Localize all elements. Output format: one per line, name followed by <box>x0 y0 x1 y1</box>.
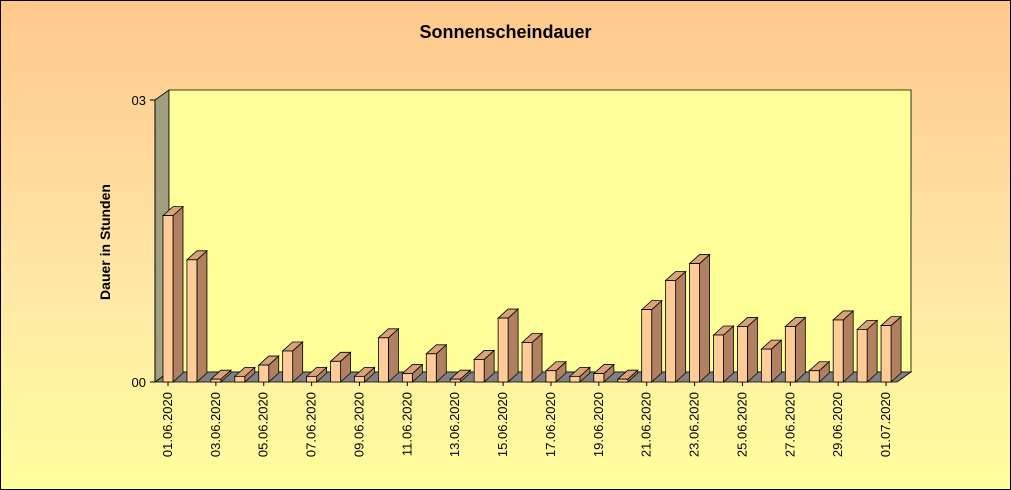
bar-front <box>258 364 270 383</box>
bar <box>185 249 208 383</box>
bar-front <box>354 375 365 383</box>
bar-front <box>186 259 198 383</box>
bar-front <box>545 370 557 383</box>
bar-side <box>196 249 208 383</box>
bar-front <box>593 373 605 383</box>
bar-front <box>784 326 796 383</box>
bar-front <box>521 342 533 383</box>
bars-group <box>161 205 903 383</box>
bar-front <box>449 378 461 383</box>
bar-front <box>569 375 581 383</box>
bar-side <box>699 253 710 383</box>
bar <box>209 369 232 383</box>
bar-front <box>401 373 413 383</box>
bar-front <box>378 337 389 383</box>
x-tick-label: 03.06.2020 <box>208 392 223 457</box>
bar-side <box>675 270 687 383</box>
x-tick-label: 19.06.2020 <box>591 392 606 457</box>
x-tick-label: 11.06.2020 <box>399 392 414 456</box>
x-tick-label: 21.06.2020 <box>639 392 654 457</box>
bar <box>281 341 304 383</box>
bar-side <box>866 319 878 383</box>
bar <box>425 343 448 383</box>
bar <box>880 315 903 383</box>
x-tick-label: 01.06.2020 <box>160 392 175 457</box>
y-axis-label: Dauer in Stunden <box>97 184 113 300</box>
bar-front <box>689 263 700 383</box>
y-ticks: 00 03 <box>132 93 155 390</box>
bar <box>760 339 783 383</box>
x-tick-label: 05.06.2020 <box>256 392 271 457</box>
bar-front <box>497 317 509 383</box>
bar <box>640 299 663 383</box>
x-tick-label: 17.06.2020 <box>543 392 558 457</box>
bar <box>257 355 280 383</box>
bar <box>497 308 520 383</box>
bar-front <box>210 378 222 383</box>
bar-front <box>713 334 724 383</box>
bar-side <box>507 308 519 383</box>
bar-side <box>890 315 902 383</box>
bar <box>568 366 591 383</box>
bar <box>449 369 472 383</box>
bar <box>353 366 376 383</box>
x-tick-label: 01.07.2020 <box>878 392 893 457</box>
bar <box>473 349 496 383</box>
bar-front <box>808 370 820 383</box>
bar-side <box>842 310 854 383</box>
bar-side <box>651 299 663 383</box>
bar-front <box>425 353 437 383</box>
bar <box>784 316 807 383</box>
bar <box>664 270 687 383</box>
bar <box>688 253 711 383</box>
bar-side <box>172 205 184 383</box>
bar <box>736 316 759 383</box>
bar-front <box>737 326 748 383</box>
bar <box>616 369 639 383</box>
bar-front <box>473 359 485 383</box>
y-tick-label: 00 <box>132 375 146 390</box>
x-tick-label: 29.06.2020 <box>830 392 845 457</box>
bar-front <box>234 375 246 383</box>
bar-side <box>747 316 758 383</box>
bar <box>520 332 544 383</box>
bar <box>592 363 615 383</box>
bar <box>329 351 352 383</box>
x-tick-label: 23.06.2020 <box>687 392 702 457</box>
bar-front <box>832 319 844 383</box>
bar-front <box>760 348 772 383</box>
x-tick-label: 25.06.2020 <box>734 392 749 457</box>
bar <box>233 366 256 383</box>
x-tick-label: 07.06.2020 <box>304 392 319 457</box>
x-tick-label: 27.06.2020 <box>782 392 797 457</box>
chart-title: Sonnenscheindauer <box>419 22 592 42</box>
bar-front <box>641 309 653 383</box>
bar-front <box>617 378 629 383</box>
x-tick-label: 15.06.2020 <box>495 392 510 457</box>
x-ticks: 01.06.2020 03.06.2020 05.06.2020 07.06.2020… <box>160 382 893 457</box>
x-tick-label: 13.06.2020 <box>447 392 462 457</box>
bar <box>712 325 735 383</box>
bar-front <box>665 280 677 383</box>
bar <box>856 319 879 383</box>
bar-side <box>723 325 734 383</box>
bar <box>544 360 568 383</box>
bar-front <box>330 360 341 383</box>
bar-front <box>880 325 892 383</box>
bar <box>161 205 185 383</box>
bar-front <box>306 375 318 383</box>
bar-front <box>282 350 294 383</box>
bar <box>377 327 400 383</box>
bar-side <box>794 316 806 383</box>
bar <box>401 363 424 383</box>
bar <box>832 310 855 383</box>
bar-front <box>162 215 174 383</box>
bar <box>808 360 831 383</box>
bar-front <box>856 328 868 383</box>
y-tick-label: 03 <box>132 93 146 108</box>
x-tick-label: 09.06.2020 <box>351 392 366 457</box>
